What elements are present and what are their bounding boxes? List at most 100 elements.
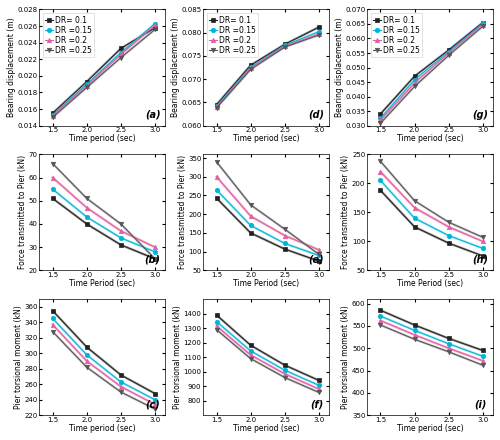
Y-axis label: Force transmitted to Pier (kN): Force transmitted to Pier (kN) [18,155,27,269]
DR =0.15 [282,241,288,246]
DR =0.25 [480,24,486,29]
Text: (c): (c) [146,400,160,410]
Line: DR =0.15: DR =0.15 [378,21,485,121]
Legend: DR= 0.1, DR =0.15, DR =0.2, DR =0.25: DR= 0.1, DR =0.15, DR =0.2, DR =0.25 [370,13,422,57]
Line: DR= 0.1: DR= 0.1 [214,25,321,107]
Line: DR =0.15: DR =0.15 [378,178,485,251]
DR =0.25 [446,349,452,355]
Text: (f): (f) [310,400,323,410]
DR= 0.1 [214,102,220,107]
Y-axis label: Bearing displacement (m): Bearing displacement (m) [7,18,16,117]
DR =0.25 [248,356,254,361]
DR= 0.1 [214,312,220,318]
Text: (d): (d) [308,110,324,120]
DR =0.25 [84,196,90,201]
Line: DR =0.2: DR =0.2 [50,23,158,118]
DR =0.25 [248,67,254,72]
DR =0.25 [412,337,418,342]
DR= 0.1 [152,256,158,261]
DR= 0.1 [412,224,418,230]
DR= 0.1 [412,73,418,79]
DR =0.2 [214,104,220,110]
Line: DR =0.15: DR =0.15 [50,187,158,254]
DR =0.2 [480,22,486,27]
DR =0.25 [50,161,56,166]
Line: DR= 0.1: DR= 0.1 [50,308,158,396]
DR =0.15 [378,178,384,183]
Line: DR= 0.1: DR= 0.1 [378,20,485,116]
DR =0.2 [378,169,384,174]
DR =0.15 [118,235,124,241]
Line: DR =0.25: DR =0.25 [214,33,321,110]
Line: DR =0.15: DR =0.15 [378,314,485,359]
DR =0.15 [412,77,418,82]
DR =0.2 [412,81,418,86]
Line: DR =0.2: DR =0.2 [378,22,485,123]
DR =0.25 [480,235,486,240]
DR =0.25 [50,115,56,120]
DR =0.15 [50,187,56,192]
Line: DR =0.2: DR =0.2 [50,175,158,249]
DR= 0.1 [248,62,254,68]
DR =0.25 [118,55,124,60]
Line: DR =0.25: DR =0.25 [214,160,321,257]
DR =0.15 [248,348,254,354]
DR =0.15 [152,249,158,254]
DR =0.15 [214,187,220,193]
DR =0.25 [412,198,418,203]
DR =0.15 [412,328,418,333]
DR =0.15 [84,81,90,87]
DR =0.15 [480,354,486,359]
X-axis label: Time period (sec): Time period (sec) [69,135,136,143]
Y-axis label: Force transmitted to Pier (kN): Force transmitted to Pier (kN) [178,155,186,269]
Text: (g): (g) [472,110,488,120]
DR =0.15 [118,379,124,385]
DR= 0.1 [316,378,322,383]
DR =0.15 [118,50,124,55]
DR =0.25 [214,327,220,332]
DR =0.2 [248,213,254,219]
Line: DR =0.25: DR =0.25 [50,330,158,411]
Line: DR =0.2: DR =0.2 [378,169,485,244]
Line: DR= 0.1: DR= 0.1 [378,188,485,258]
Line: DR =0.15: DR =0.15 [50,21,158,117]
DR =0.15 [248,64,254,70]
DR= 0.1 [248,343,254,348]
DR =0.25 [214,159,220,165]
DR =0.25 [152,407,158,412]
DR =0.25 [412,84,418,89]
DR =0.15 [378,313,384,319]
Y-axis label: Force transmitted to Pier (kN): Force transmitted to Pier (kN) [342,155,350,269]
X-axis label: Time period (sec): Time period (sec) [396,135,463,143]
DR =0.2 [118,51,124,57]
DR =0.25 [446,53,452,58]
DR =0.25 [152,27,158,32]
DR =0.2 [118,384,124,389]
Line: DR =0.25: DR =0.25 [378,159,485,239]
DR= 0.1 [152,25,158,30]
DR =0.25 [118,389,124,395]
DR =0.2 [282,44,288,49]
Text: (i): (i) [474,400,486,410]
Line: DR =0.2: DR =0.2 [214,175,321,252]
Legend: DR= 0.1, DR =0.15, DR =0.2, DR =0.25: DR= 0.1, DR =0.15, DR =0.2, DR =0.25 [206,13,258,57]
DR =0.25 [282,44,288,50]
DR =0.25 [282,227,288,232]
DR =0.2 [84,205,90,210]
DR =0.2 [84,359,90,364]
Line: DR =0.2: DR =0.2 [50,323,158,407]
DR =0.2 [248,66,254,71]
X-axis label: Time period (sec): Time period (sec) [396,424,463,433]
DR =0.15 [378,116,384,121]
DR= 0.1 [84,345,90,350]
Line: DR =0.2: DR =0.2 [214,324,321,391]
Y-axis label: Pier torsional moment (kN): Pier torsional moment (kN) [14,305,22,409]
DR =0.15 [248,223,254,228]
DR =0.2 [50,113,56,118]
Text: (h): (h) [472,255,488,264]
DR =0.2 [446,345,452,351]
DR =0.15 [84,214,90,220]
DR =0.15 [446,49,452,54]
DR= 0.1 [84,79,90,84]
DR= 0.1 [84,221,90,227]
